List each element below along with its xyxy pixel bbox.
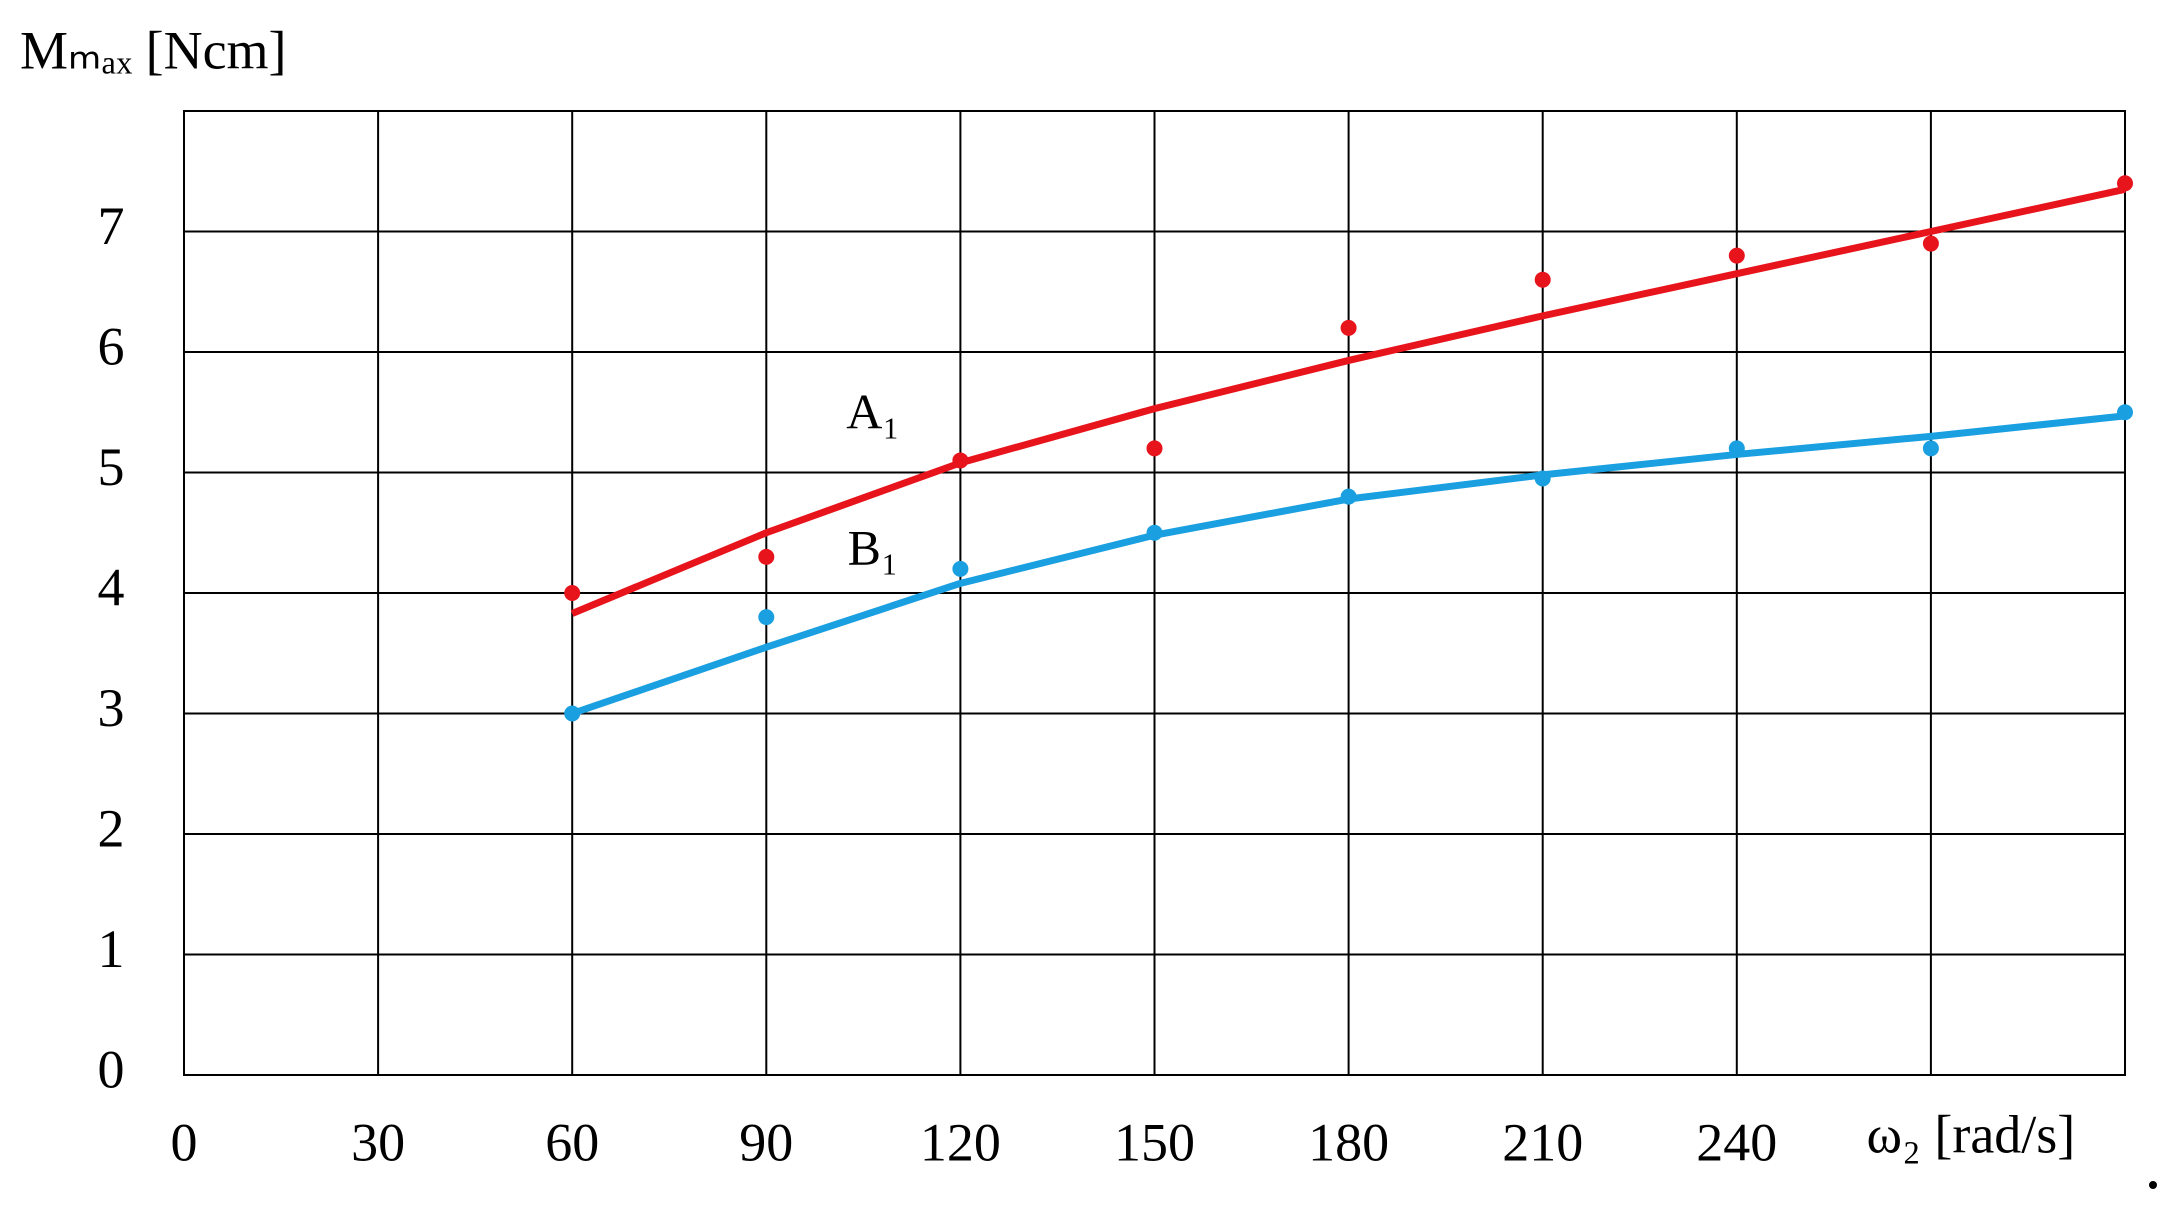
- x-tick-label: 240: [1696, 1112, 1777, 1172]
- y-tick-label: 1: [98, 919, 125, 979]
- y-axis-label: Mₘₐₓ [Ncm]: [20, 20, 287, 80]
- data-point: [1922, 235, 1939, 252]
- data-point: [564, 705, 581, 722]
- x-tick-label: 120: [920, 1112, 1001, 1172]
- data-point: [952, 452, 969, 469]
- x-tick-label: 60: [545, 1112, 599, 1172]
- data-point: [1534, 271, 1551, 288]
- y-tick-label: 6: [98, 316, 125, 376]
- data-point: [1728, 440, 1745, 457]
- data-point: [1340, 319, 1357, 336]
- fit-curve: [570, 185, 2126, 617]
- data-point: [2117, 404, 2133, 421]
- x-tick-label: ω₂ [rad/s]: [1866, 1104, 2075, 1164]
- plot-frame: [183, 110, 2126, 1076]
- data-point: [564, 585, 581, 601]
- x-tick-label: 210: [1502, 1112, 1583, 1172]
- series-label: B₁: [848, 519, 899, 575]
- series-label: A₁: [846, 383, 900, 439]
- y-tick-label: 3: [98, 678, 125, 738]
- data-point: [1146, 440, 1163, 457]
- x-tick-label: 150: [1114, 1112, 1195, 1172]
- y-tick-label: 4: [98, 557, 125, 617]
- x-tick-label: 30: [351, 1112, 405, 1172]
- data-point: [1922, 440, 1939, 457]
- data-point: [1340, 488, 1357, 505]
- y-tick-label: 5: [98, 437, 125, 497]
- data-point: [1728, 247, 1745, 264]
- y-tick-label: 2: [98, 798, 125, 858]
- data-point: [952, 560, 969, 577]
- y-tick-label: 0: [98, 1039, 125, 1099]
- data-point: [1534, 470, 1551, 487]
- x-tick-label: 180: [1308, 1112, 1389, 1172]
- period: [2149, 1181, 2157, 1189]
- x-tick-label: 0: [171, 1112, 198, 1172]
- data-point: [1146, 524, 1163, 541]
- data-point: [758, 548, 775, 565]
- y-tick-label: 7: [98, 196, 125, 256]
- data-point: [2117, 175, 2133, 192]
- x-tick-label: 90: [739, 1112, 793, 1172]
- data-point: [758, 609, 775, 626]
